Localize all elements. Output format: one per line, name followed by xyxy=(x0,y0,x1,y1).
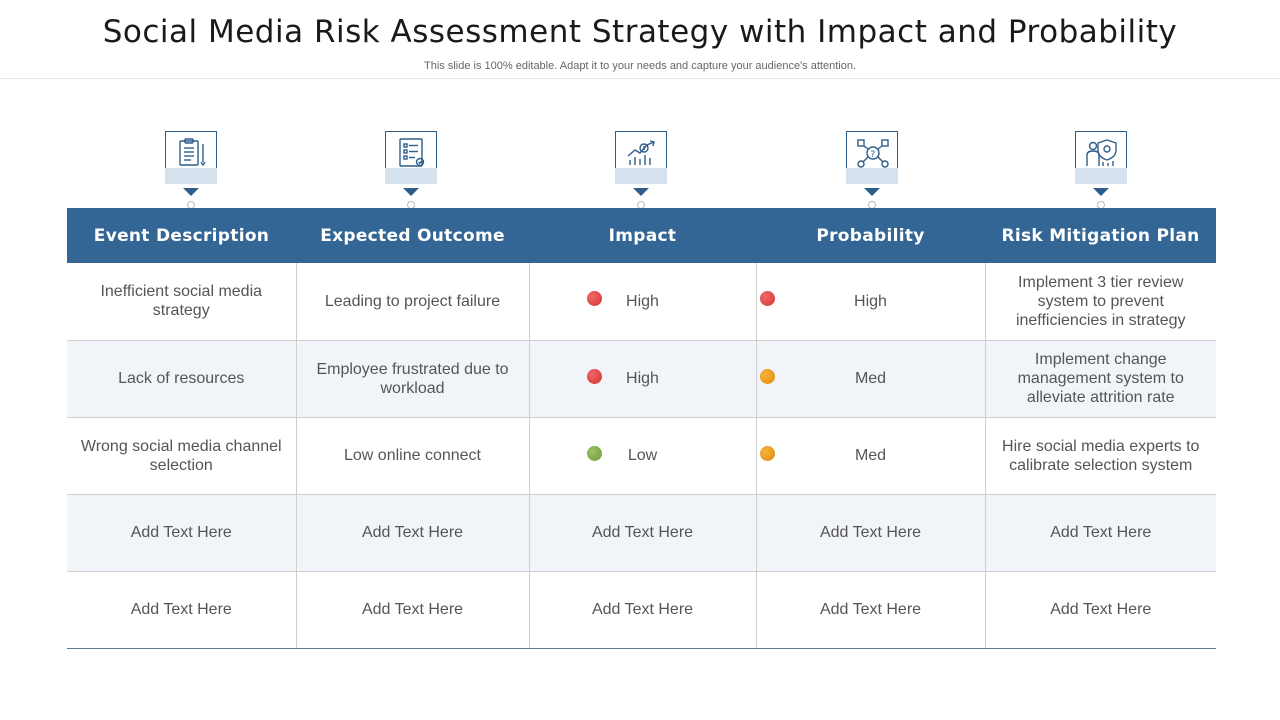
event-cell: Inefficient social media strategy xyxy=(67,263,297,341)
table-row: Add Text Here Add Text Here Add Text Her… xyxy=(67,494,1216,572)
impact-cell: High xyxy=(529,263,757,341)
column-header-probability: Probability xyxy=(756,208,985,263)
placeholder-cell[interactable]: Add Text Here xyxy=(985,494,1216,572)
placeholder-cell[interactable]: Add Text Here xyxy=(296,494,530,572)
probability-cell: Med xyxy=(756,340,986,418)
probability-cell: Med xyxy=(756,417,986,495)
placeholder-cell[interactable]: Add Text Here xyxy=(756,571,986,649)
impact-cell: Low xyxy=(529,417,757,495)
probability-value: Med xyxy=(854,447,887,464)
outcome-cell: Leading to project failure xyxy=(296,263,530,341)
event-cell: Wrong social media channel selection xyxy=(67,417,297,495)
impact-value: High xyxy=(626,292,659,310)
risk-assessment-table: Event Description Expected Outcome Impac… xyxy=(67,208,1216,649)
column-header-mitigation: Risk Mitigation Plan xyxy=(985,208,1216,263)
table-header-row: Event Description Expected Outcome Impac… xyxy=(67,208,1216,263)
table-row: Lack of resources Employee frustrated du… xyxy=(67,340,1216,418)
placeholder-cell[interactable]: Add Text Here xyxy=(296,571,530,649)
placeholder-cell[interactable]: Add Text Here xyxy=(756,494,986,572)
mitigation-cell: Implement 3 tier review system to preven… xyxy=(985,263,1216,341)
table-row: Add Text Here Add Text Here Add Text Her… xyxy=(67,571,1216,649)
placeholder-cell[interactable]: Add Text Here xyxy=(985,571,1216,649)
impact-cell: High xyxy=(529,340,757,418)
svg-text:?: ? xyxy=(871,150,876,160)
medium-indicator-dot xyxy=(759,445,775,461)
placeholder-cell[interactable]: Add Text Here xyxy=(529,494,757,572)
impact-value: High xyxy=(626,370,659,387)
column-header-outcome: Expected Outcome xyxy=(296,208,529,263)
column-header-event: Event Description xyxy=(67,208,296,263)
outcome-cell: Low online connect xyxy=(296,417,530,495)
placeholder-cell[interactable]: Add Text Here xyxy=(67,571,297,649)
placeholder-cell[interactable]: Add Text Here xyxy=(529,571,757,649)
probability-cell: High xyxy=(756,263,986,341)
header-divider xyxy=(0,78,1280,79)
column-icon-probability: ? xyxy=(845,131,901,211)
column-header-impact: Impact xyxy=(529,208,756,263)
medium-indicator-dot xyxy=(759,368,775,384)
probability-value: High xyxy=(854,292,887,310)
high-indicator-dot xyxy=(759,291,775,306)
outcome-cell: Employee frustrated due to workload xyxy=(296,340,530,418)
probability-value: Med xyxy=(854,370,887,387)
table-row: Inefficient social media strategy Leadin… xyxy=(67,263,1216,341)
slide-subtitle: This slide is 100% editable. Adapt it to… xyxy=(424,60,856,72)
table-row: Wrong social media channel selection Low… xyxy=(67,417,1216,495)
placeholder-cell[interactable]: Add Text Here xyxy=(67,494,297,572)
mitigation-cell: Implement change management system to al… xyxy=(985,340,1216,418)
low-indicator-dot xyxy=(586,445,602,461)
high-indicator-dot xyxy=(586,291,602,306)
high-indicator-dot xyxy=(586,368,602,384)
event-cell: Lack of resources xyxy=(67,340,297,418)
column-icon-outcome xyxy=(384,131,440,211)
column-icon-event xyxy=(164,131,220,211)
column-icon-impact xyxy=(614,131,670,211)
impact-value: Low xyxy=(627,447,658,464)
slide-title: Social Media Risk Assessment Strategy wi… xyxy=(102,14,1178,50)
mitigation-cell: Hire social media experts to calibrate s… xyxy=(985,417,1216,495)
column-icon-mitigation xyxy=(1074,131,1130,211)
